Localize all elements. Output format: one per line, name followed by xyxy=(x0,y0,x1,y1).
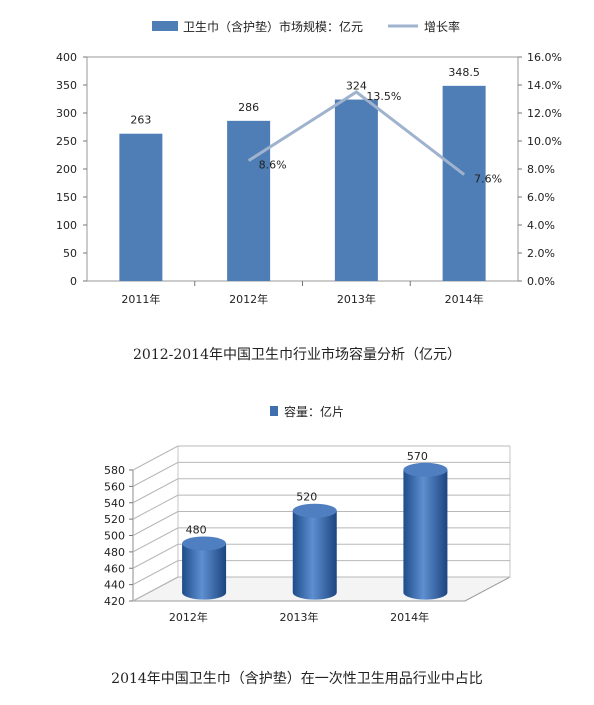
y2-tick-label: 16.0% xyxy=(527,51,562,64)
growth-line xyxy=(247,90,466,176)
bar-data-label: 263 xyxy=(130,114,151,127)
y-tick-label: 540 xyxy=(104,497,125,510)
cylinder-body xyxy=(182,543,227,600)
x-tick-label: 2013年 xyxy=(280,610,319,624)
y-tick-label: 440 xyxy=(104,579,125,592)
bar-data-label: 286 xyxy=(238,101,259,114)
legend-bar-label: 卫生巾（含护垫）市场规模：亿元 xyxy=(183,19,363,34)
y-tick-label: 350 xyxy=(56,79,77,92)
x-tick-label: 2012年 xyxy=(229,292,268,306)
gridline-side xyxy=(132,494,179,520)
y2-tick-label: 0.0% xyxy=(527,275,555,288)
line-data-label: 13.5% xyxy=(366,90,401,103)
y2-tick-label: 10.0% xyxy=(527,135,562,148)
y-tick-label: 580 xyxy=(104,464,125,477)
y2-tick-label: 2.0% xyxy=(527,247,555,260)
y2-tick-label: 14.0% xyxy=(527,79,562,92)
y-tick-label: 500 xyxy=(104,530,125,543)
y2-tick-label: 12.0% xyxy=(527,107,562,120)
legend-swatch xyxy=(270,406,278,416)
x-tick-label: 2014年 xyxy=(445,292,484,306)
y2-tick-label: 8.0% xyxy=(527,163,555,176)
cylinder-body xyxy=(403,469,448,600)
bar-data-label: 324 xyxy=(346,80,367,93)
y-tick-label: 560 xyxy=(104,480,125,493)
gridline-side xyxy=(132,445,179,471)
chart1-caption: 2012-2014年中国卫生巾行业市场容量分析（亿元） xyxy=(133,347,461,363)
x-tick-label: 2014年 xyxy=(390,610,429,624)
y-tick-label: 100 xyxy=(56,219,77,232)
gridline-side xyxy=(132,511,179,536)
y-tick-label: 300 xyxy=(56,107,77,120)
legend-bar-swatch xyxy=(152,21,178,31)
y2-tick-label: 6.0% xyxy=(527,191,555,204)
y-tick-label: 520 xyxy=(104,513,125,526)
legend-label: 容量：亿片 xyxy=(284,404,344,419)
bar-data-label: 348.5 xyxy=(448,66,480,79)
gridline-side xyxy=(132,478,179,504)
bar xyxy=(227,120,271,281)
bar-data-label: 520 xyxy=(296,491,317,504)
x-tick-label: 2013年 xyxy=(337,292,376,306)
cylinder-top xyxy=(182,536,227,551)
x-tick-label: 2011年 xyxy=(121,292,160,306)
y-tick-label: 460 xyxy=(104,562,125,575)
x-tick-label: 2012年 xyxy=(169,610,208,624)
bar xyxy=(442,85,486,281)
y-tick-label: 420 xyxy=(104,595,125,608)
y-tick-label: 50 xyxy=(63,247,77,260)
gridline-side xyxy=(132,543,179,569)
gridline-side xyxy=(132,461,179,487)
cylinder-top xyxy=(292,503,337,518)
gridline-side xyxy=(132,560,179,586)
line-data-label: 8.6% xyxy=(259,159,287,172)
bar xyxy=(334,99,378,281)
capacity-chart: 容量：亿片 420 440 460 480 500 520 540 560 580 480 2012年… xyxy=(104,404,511,624)
y-tick-label: 200 xyxy=(56,163,77,176)
y2-tick-label: 4.0% xyxy=(527,219,555,232)
line-data-label: 7.6% xyxy=(474,173,502,186)
chart2-caption: 2014年中国卫生巾（含护垫）在一次性卫生用品行业中占比 xyxy=(111,671,483,687)
cylinder-top xyxy=(403,462,448,477)
legend-line-label: 增长率 xyxy=(424,19,460,34)
y-tick-label: 150 xyxy=(56,191,77,204)
y-tick-label: 400 xyxy=(56,51,77,64)
cylinder-body xyxy=(292,510,337,600)
bar-data-label: 480 xyxy=(186,523,207,536)
y-tick-label: 0 xyxy=(70,275,77,288)
y-tick-label: 480 xyxy=(104,546,125,559)
bar-data-label: 570 xyxy=(407,450,428,463)
gridline-side xyxy=(132,576,179,602)
y-tick-label: 250 xyxy=(56,135,77,148)
gridline-side xyxy=(132,527,179,553)
bar xyxy=(119,133,163,281)
market-size-chart: 卫生巾（含护垫）市场规模：亿元 增长率 0 50 100 150 200 250 300 350 4… xyxy=(56,19,562,306)
